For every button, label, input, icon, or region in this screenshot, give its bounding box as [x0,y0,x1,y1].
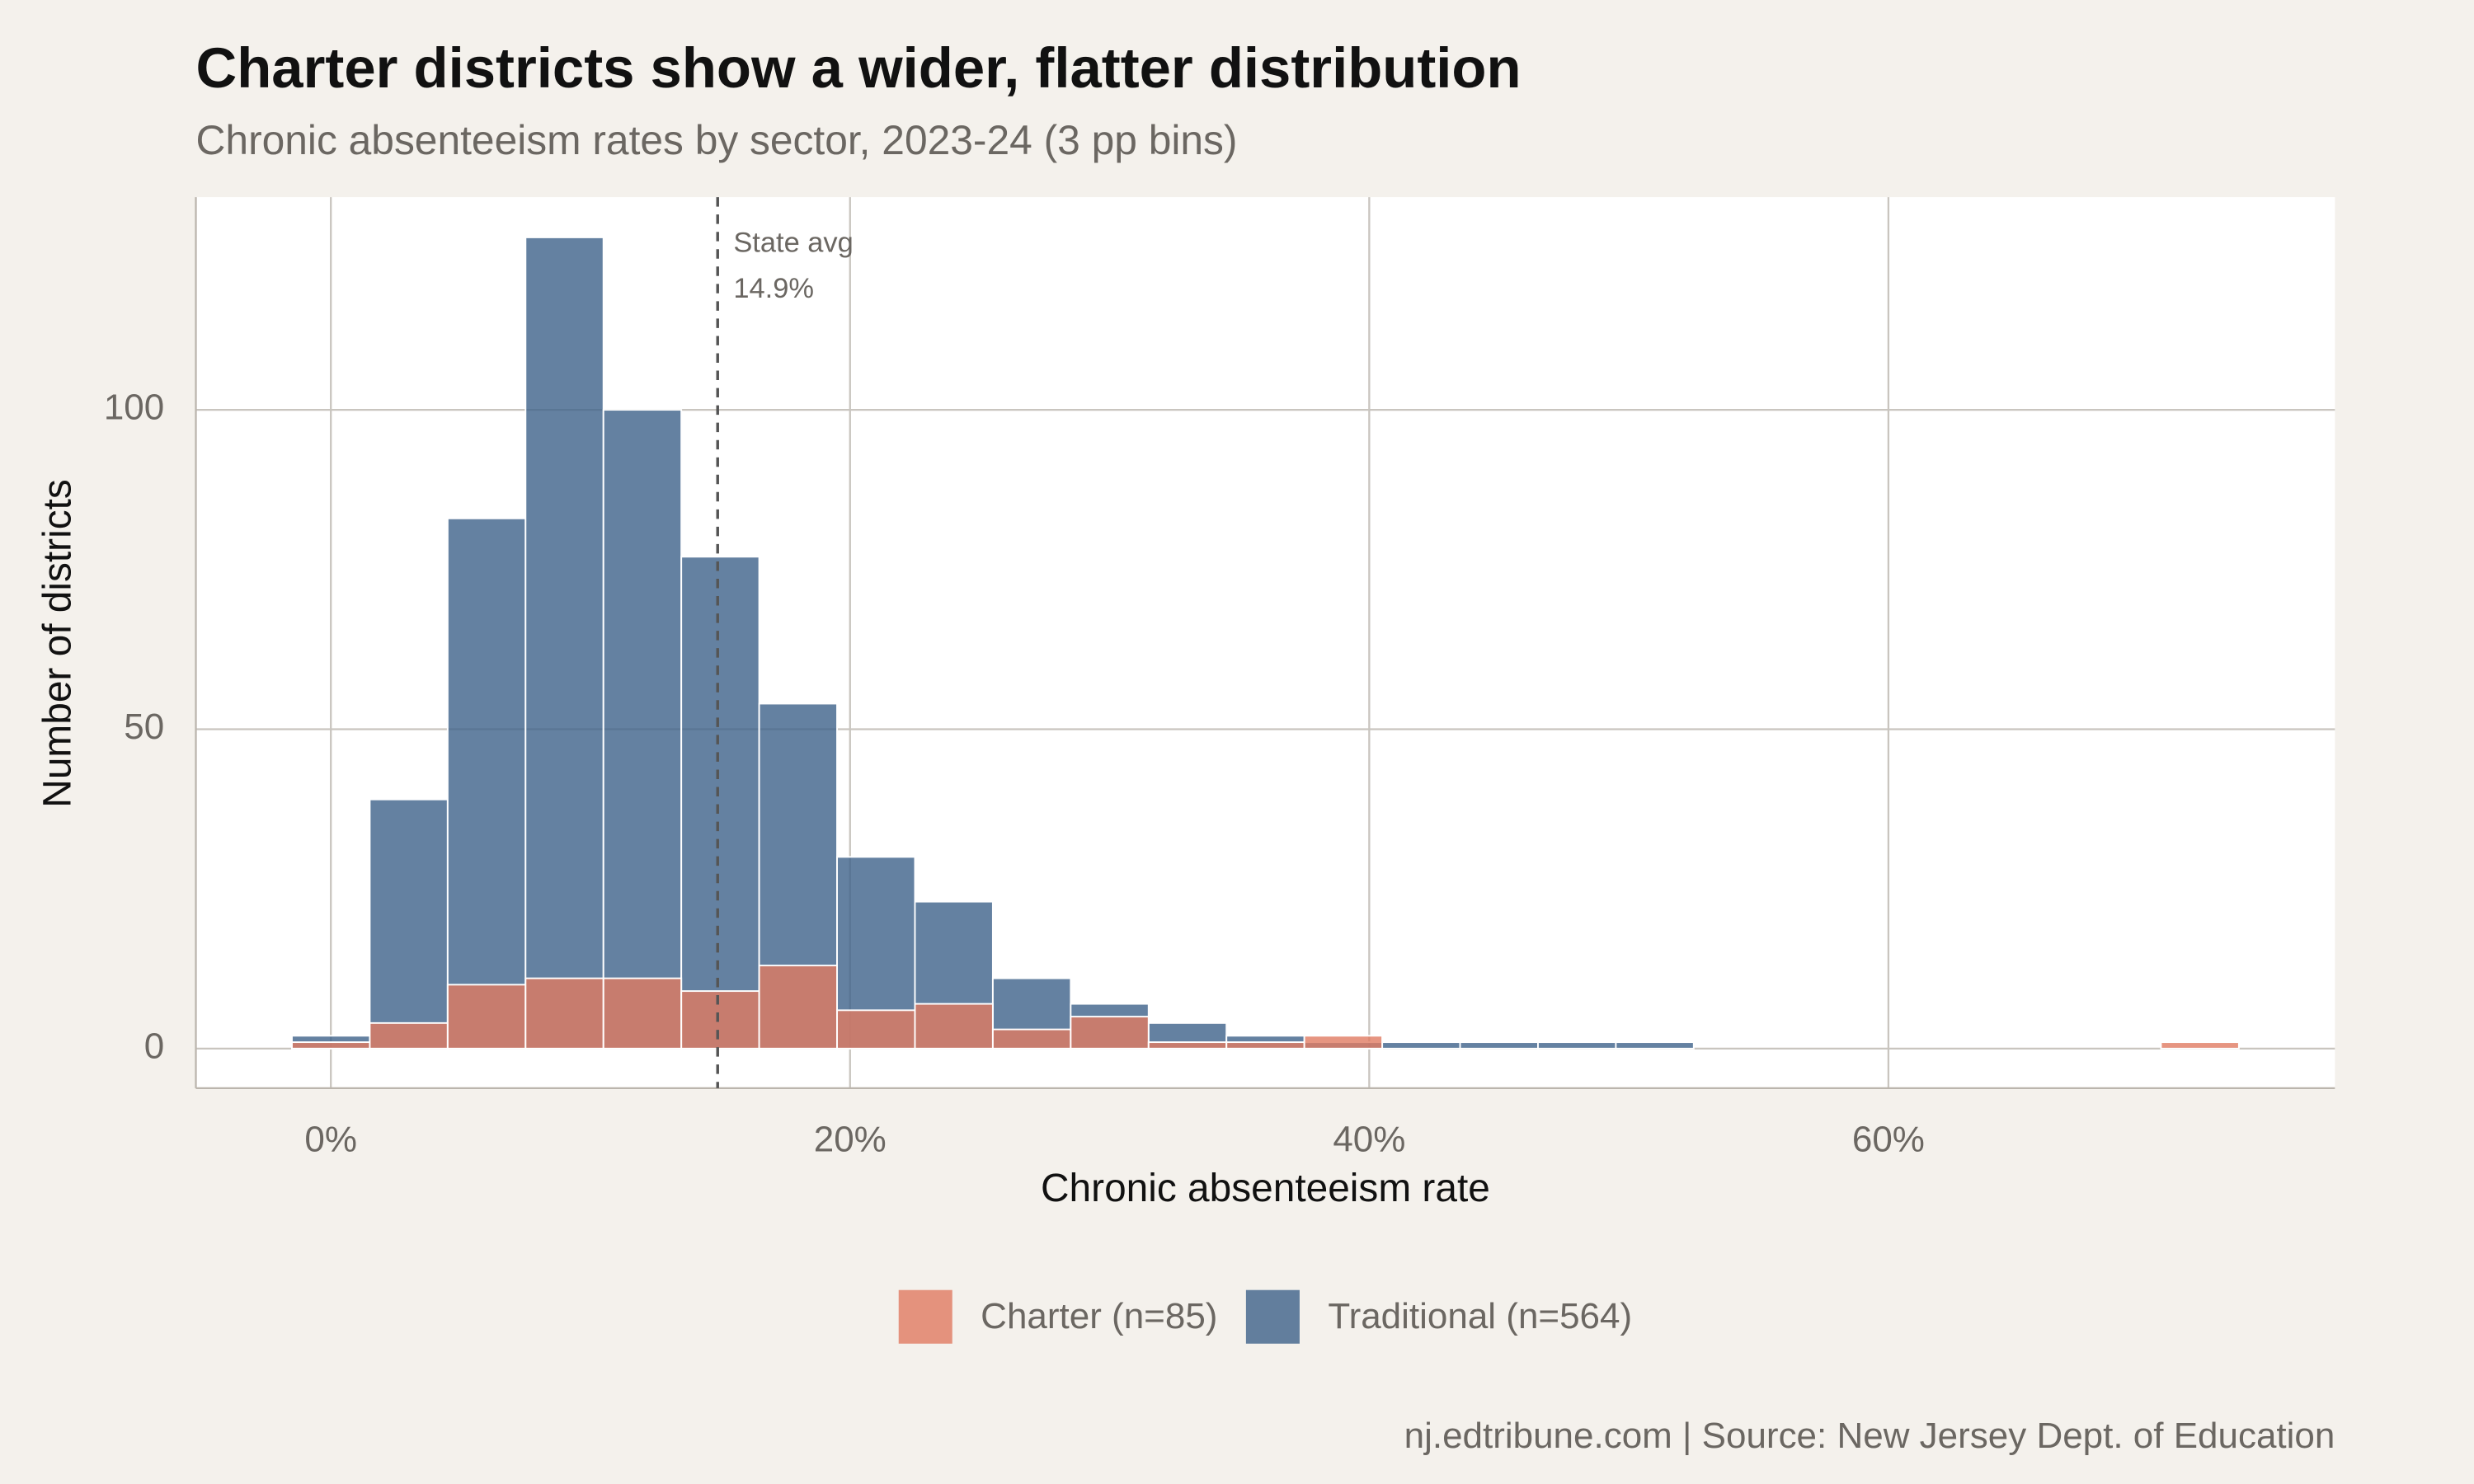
histogram-bar [291,1041,371,1050]
histogram-bar [369,798,449,1050]
y-tick-label: 100 [104,387,164,428]
histogram-bar [1615,1041,1695,1050]
histogram-bar [836,1009,916,1050]
reference-value-label: 14.9% [733,273,814,304]
histogram-bar [446,984,527,1050]
legend-item: Charter (n=85) [898,1289,1217,1344]
legend-label: Charter (n=85) [981,1296,1217,1336]
histogram-bar [1147,1041,1228,1050]
histogram-bar [680,556,760,1050]
histogram-bar [680,990,760,1050]
histogram-bar [914,1003,994,1050]
legend-swatch [1245,1289,1300,1344]
legend-item: Traditional (n=564) [1245,1289,1632,1344]
histogram-bar [1537,1041,1617,1050]
histogram-bar [524,977,604,1050]
caption: nj.edtribune.com | Source: New Jersey De… [1404,1416,2335,1456]
histogram-bar [1225,1041,1305,1050]
y-tick-label: 0 [144,1026,164,1066]
histogram-bar [369,1021,449,1050]
histogram-bar [602,409,683,1050]
histogram-bar [991,1028,1072,1050]
histogram-bar [2160,1041,2240,1050]
histogram-bar [1381,1041,1461,1050]
legend-swatch [898,1289,952,1344]
legend-label: Traditional (n=564) [1328,1296,1632,1336]
histogram-bar [758,965,838,1050]
chart-title: Charter districts show a wider, flatter … [196,36,1522,100]
x-tick-label: 20% [814,1120,887,1160]
x-tick-label: 0% [304,1120,357,1160]
chart-subtitle: Chronic absenteeism rates by sector, 202… [196,117,1238,163]
x-tick-label: 40% [1333,1120,1405,1160]
histogram-bar [1303,1035,1384,1050]
histogram-bar [446,517,527,1050]
y-tick-label: 50 [124,707,164,747]
histogram-bar [1459,1041,1539,1050]
histogram-bar [1070,1016,1150,1050]
y-axis-label: Number of districts [36,479,80,808]
x-axis-label: Chronic absenteeism rate [1041,1167,1490,1210]
histogram-bar [602,977,683,1050]
reference-label: State avg [733,228,853,259]
histogram-bar [524,236,604,1050]
x-tick-label: 60% [1852,1120,1925,1160]
